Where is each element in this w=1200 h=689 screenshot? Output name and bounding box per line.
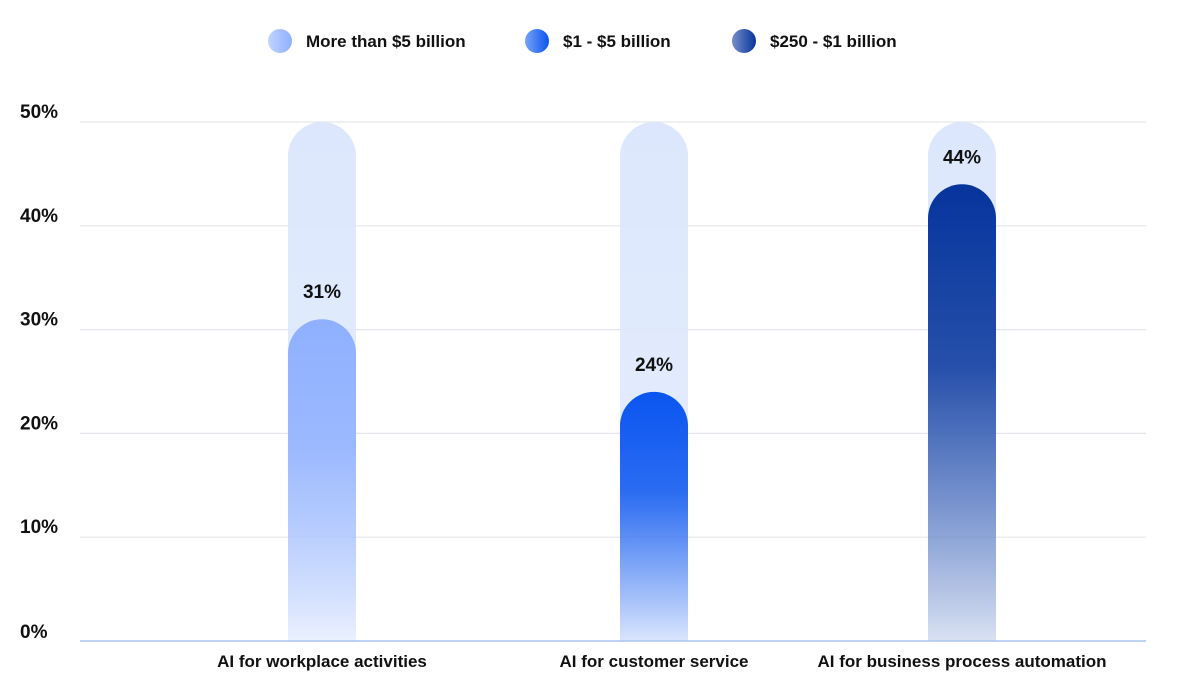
x-tick-label: AI for workplace activities — [217, 652, 427, 671]
legend-item-more-than-5-billion: More than $5 billion — [268, 29, 466, 53]
legend-swatch — [525, 29, 549, 53]
x-axis: AI for workplace activities AI for custom… — [80, 640, 1146, 671]
legend-swatch — [268, 29, 292, 53]
y-tick-label: 0% — [20, 622, 48, 643]
y-tick-label: 20% — [20, 413, 58, 434]
legend-item-1-5-billion: $1 - $5 billion — [525, 29, 671, 53]
y-tick-label: 30% — [20, 310, 58, 331]
data-label: 24% — [635, 355, 673, 376]
legend-label: $1 - $5 billion — [563, 32, 671, 51]
legend: More than $5 billion $1 - $5 billion $250 … — [268, 29, 897, 53]
y-tick-label: 10% — [20, 517, 58, 538]
legend-swatch — [732, 29, 756, 53]
legend-label: More than $5 billion — [306, 32, 466, 51]
y-tick-label: 50% — [20, 102, 58, 123]
bar-250-1-billion — [928, 184, 996, 641]
data-label: 44% — [943, 147, 981, 168]
x-tick-label: AI for customer service — [560, 652, 749, 671]
y-tick-label: 40% — [20, 206, 58, 227]
bar-more-than-5-billion — [288, 319, 356, 641]
bars: 31% 24% 44% — [288, 122, 996, 641]
bar-group-ai-for-customer-service: 24% — [620, 122, 688, 641]
bar-group-ai-for-business-process-automation: 44% — [928, 122, 996, 641]
bar-group-ai-for-workplace-activities: 31% — [288, 122, 356, 641]
legend-label: $250 - $1 billion — [770, 32, 897, 51]
bar-1-5-billion — [620, 391, 688, 641]
x-tick-label: AI for business process automation — [817, 652, 1106, 671]
legend-item-250-1-billion: $250 - $1 billion — [732, 29, 897, 53]
data-label: 31% — [303, 282, 341, 303]
y-axis: 0% 10% 20% 30% 40% 50% — [20, 102, 58, 643]
